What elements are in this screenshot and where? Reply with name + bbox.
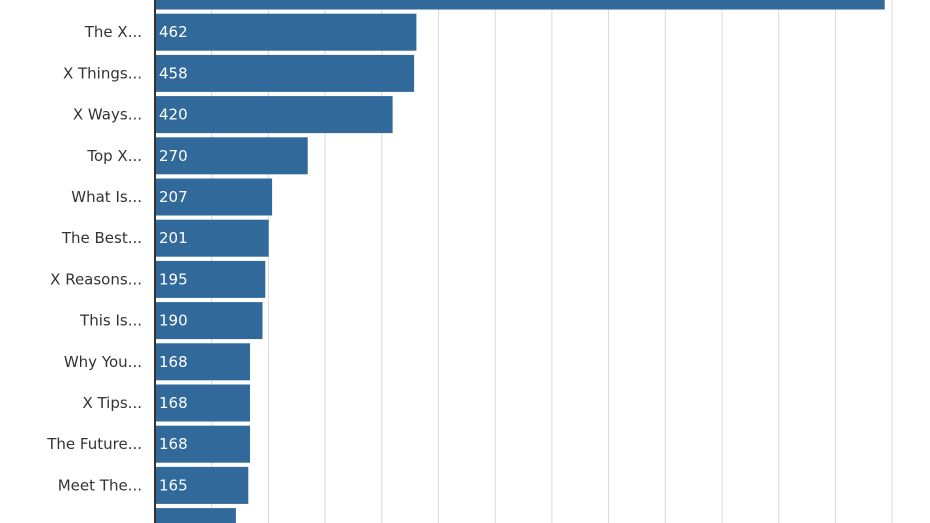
bar-11 bbox=[155, 384, 250, 422]
bar-10 bbox=[155, 343, 250, 381]
bar-12 bbox=[155, 425, 250, 463]
bar-13 bbox=[155, 466, 249, 504]
value-label-11: 168 bbox=[159, 394, 188, 412]
value-label-5: 270 bbox=[159, 147, 188, 165]
category-label-9: This Is... bbox=[79, 312, 142, 330]
category-label-3: X Things... bbox=[63, 64, 142, 82]
bar-3 bbox=[155, 54, 415, 92]
value-labels: 462 458 420 270 207 201 195 190 168 168 168 165 bbox=[159, 23, 188, 494]
value-label-3: 458 bbox=[159, 64, 188, 82]
value-label-7: 201 bbox=[159, 229, 188, 247]
bar-7 bbox=[155, 219, 269, 257]
category-labels: The X... X Things... X Ways... Top X... What… bbox=[46, 23, 142, 494]
bar-14 bbox=[155, 508, 236, 523]
value-label-12: 168 bbox=[159, 435, 188, 453]
category-label-10: Why You... bbox=[64, 353, 142, 371]
category-label-2: The X... bbox=[84, 23, 142, 41]
value-label-9: 190 bbox=[159, 312, 188, 330]
category-label-5: Top X... bbox=[86, 147, 142, 165]
value-label-8: 195 bbox=[159, 270, 188, 288]
bar-1 bbox=[155, 0, 885, 10]
category-label-4: X Ways... bbox=[73, 106, 142, 124]
bars bbox=[155, 0, 885, 523]
bar-9 bbox=[155, 302, 263, 340]
category-label-13: Meet The... bbox=[58, 476, 142, 494]
category-label-8: X Reasons... bbox=[50, 270, 142, 288]
category-label-7: The Best... bbox=[61, 229, 142, 247]
value-label-2: 462 bbox=[159, 23, 188, 41]
category-label-11: X Tips... bbox=[82, 394, 142, 412]
bar-8 bbox=[155, 260, 266, 298]
bar-6 bbox=[155, 178, 273, 216]
value-label-13: 165 bbox=[159, 476, 188, 494]
bar-2 bbox=[155, 13, 417, 51]
value-label-10: 168 bbox=[159, 353, 188, 371]
category-label-12: The Future... bbox=[46, 435, 142, 453]
bar-4 bbox=[155, 96, 393, 134]
bar-5 bbox=[155, 137, 308, 175]
category-label-6: What Is... bbox=[71, 188, 142, 206]
value-label-6: 207 bbox=[159, 188, 188, 206]
value-label-4: 420 bbox=[159, 106, 188, 124]
